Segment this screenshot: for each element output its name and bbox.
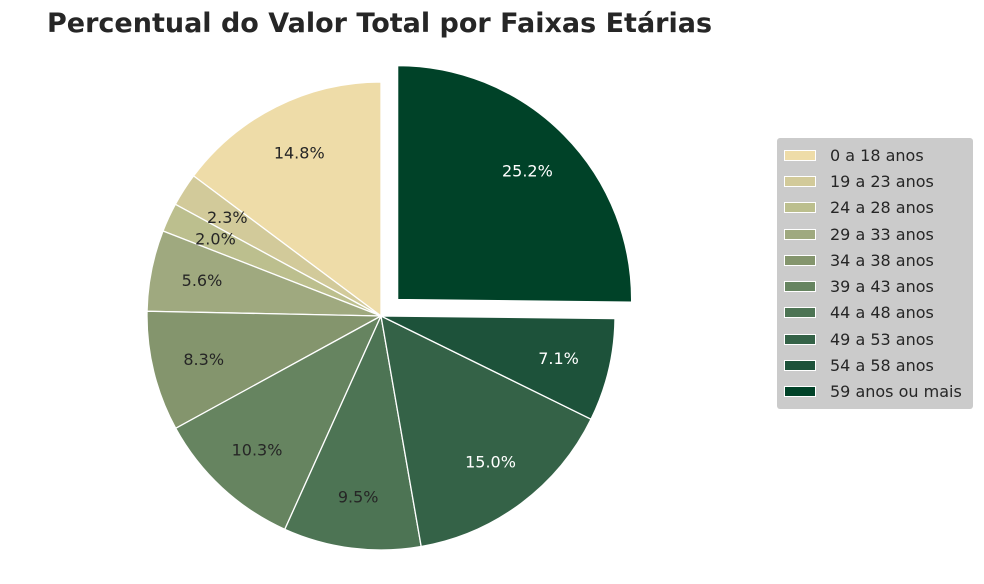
pie-slice (396, 64, 633, 303)
legend-item: 34 a 38 anos (777, 247, 973, 273)
slice-percent-label: 8.3% (183, 350, 224, 369)
pie-slice (284, 315, 422, 551)
legend-swatch (784, 333, 816, 345)
slice-percent-label: 9.5% (338, 488, 379, 507)
chart-title: Percentual do Valor Total por Faixas Etá… (47, 8, 713, 39)
legend-swatch (784, 307, 816, 319)
legend-item: 0 a 18 anos (777, 142, 973, 168)
legend-item: 29 a 33 anos (777, 221, 973, 247)
legend-item: 59 anos ou mais (777, 379, 973, 405)
slice-percent-label: 15.0% (465, 453, 516, 472)
pie-slice (380, 315, 592, 548)
legend-item: 54 a 58 anos (777, 352, 973, 378)
legend-label: 44 a 48 anos (830, 303, 934, 323)
legend-label: 59 anos ou mais (830, 382, 962, 402)
legend-label: 0 a 18 anos (830, 145, 924, 165)
pie-slice (146, 310, 382, 429)
legend-swatch (784, 202, 816, 214)
legend-label: 39 a 43 anos (830, 277, 934, 297)
legend-label: 34 a 38 anos (830, 250, 934, 270)
legend-swatch (784, 386, 816, 398)
legend-item: 24 a 28 anos (777, 195, 973, 221)
legend-swatch (784, 254, 816, 266)
legend-label: 24 a 28 anos (830, 198, 934, 218)
pie-slice (192, 81, 382, 317)
slice-percent-label: 14.8% (274, 143, 325, 162)
pie-labels: 14.8% 2.3% 2.0% 5.6% 8.3% 10.3% 9.5% 15.0% 7.1% 2… (182, 143, 579, 506)
legend-label: 19 a 23 anos (830, 171, 934, 191)
slice-percent-label: 5.6% (182, 271, 223, 290)
pie-slice (380, 315, 616, 420)
legend-label: 49 a 53 anos (830, 329, 934, 349)
legend-item: 49 a 53 anos (777, 326, 973, 352)
legend-swatch (784, 281, 816, 293)
slice-percent-label: 10.3% (232, 440, 283, 459)
legend-label: 29 a 33 anos (830, 224, 934, 244)
slice-percent-label: 2.3% (207, 208, 248, 227)
slice-percent-label: 25.2% (502, 162, 553, 181)
legend: 0 a 18 anos 19 a 23 anos 24 a 28 anos 29 a … (777, 138, 973, 409)
pie-slice (175, 315, 382, 530)
pie-slices (146, 64, 633, 551)
slice-percent-label: 7.1% (538, 349, 579, 368)
legend-label: 54 a 58 anos (830, 356, 934, 376)
legend-item: 44 a 48 anos (777, 300, 973, 326)
slice-percent-label: 2.0% (195, 230, 236, 249)
legend-swatch (784, 360, 816, 372)
legend-item: 39 a 43 anos (777, 273, 973, 299)
legend-item: 19 a 23 anos (777, 168, 973, 194)
legend-swatch (784, 149, 816, 161)
legend-swatch (784, 175, 816, 187)
legend-swatch (784, 228, 816, 240)
